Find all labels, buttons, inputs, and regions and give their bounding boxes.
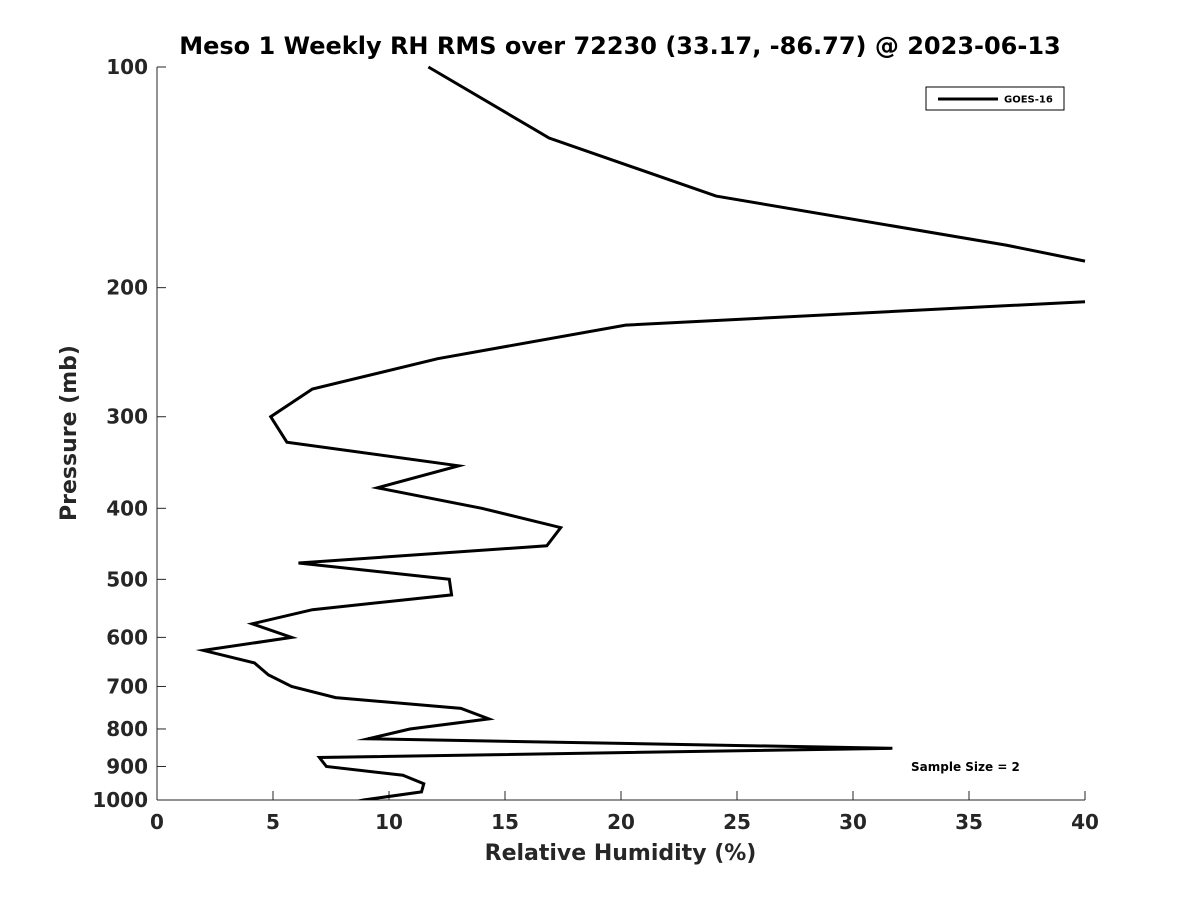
y-tick-label: 300 bbox=[106, 405, 148, 429]
chart-title: Meso 1 Weekly RH RMS over 72230 (33.17, … bbox=[179, 32, 1061, 60]
y-tick-label: 900 bbox=[106, 754, 148, 778]
series-line-segment bbox=[195, 300, 1086, 800]
x-tick-label: 35 bbox=[955, 810, 983, 834]
x-tick-label: 40 bbox=[1071, 810, 1099, 834]
legend: GOES-16 bbox=[925, 86, 1065, 111]
sample-size-annotation: Sample Size = 2 bbox=[911, 760, 1020, 774]
legend-label: GOES-16 bbox=[1004, 95, 1053, 106]
x-tick-label: 25 bbox=[723, 810, 751, 834]
x-tick-label: 0 bbox=[150, 810, 164, 834]
y-tick-label: 500 bbox=[106, 567, 148, 591]
y-tick-label: 600 bbox=[106, 625, 148, 649]
series-layer bbox=[195, 65, 1086, 800]
x-tick-label: 20 bbox=[607, 810, 635, 834]
y-axis-label: Pressure (mb) bbox=[57, 345, 82, 521]
y-tick-label: 800 bbox=[106, 717, 148, 741]
x-axis-label: Relative Humidity (%) bbox=[485, 841, 757, 866]
y-tick-label: 200 bbox=[106, 276, 148, 300]
x-tick-label: 15 bbox=[491, 810, 519, 834]
x-tick-label: 10 bbox=[375, 810, 403, 834]
y-tick-label: 1000 bbox=[92, 788, 148, 812]
series-line-segment bbox=[427, 65, 1086, 263]
y-tick-label: 400 bbox=[106, 496, 148, 520]
y-tick-label: 700 bbox=[106, 674, 148, 698]
x-tick-label: 5 bbox=[266, 810, 280, 834]
x-tick-label: 30 bbox=[839, 810, 867, 834]
axes: 0 5 10 15 20 25 30 35 40 100 200 300 400 500 600 700 800… bbox=[92, 55, 1099, 834]
series-goes-16 bbox=[195, 65, 1086, 800]
y-tick-label: 100 bbox=[106, 55, 148, 79]
